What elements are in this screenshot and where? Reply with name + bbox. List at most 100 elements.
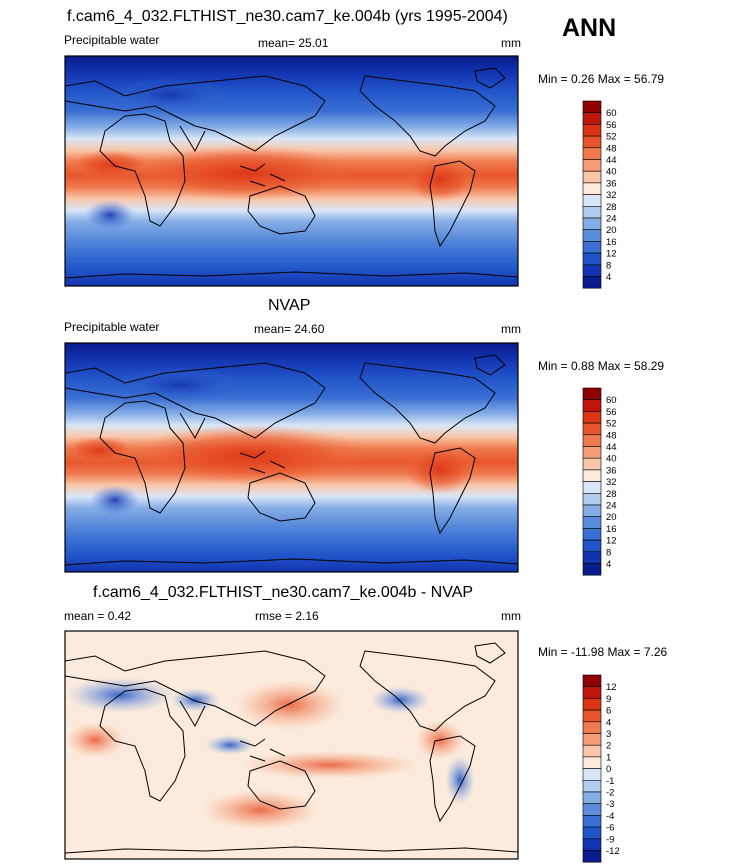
colorbar-2-swatch — [582, 422, 602, 436]
colorbar-3-swatch — [582, 686, 602, 699]
colorbar-2-tick-label: 8 — [606, 547, 611, 558]
panel-1-variable-label: Precipitable water — [64, 33, 160, 47]
panel-3-units-label: mm — [501, 609, 521, 623]
colorbar-2-swatch — [582, 563, 602, 576]
panel-1-minmax-label: Min = 0.26 Max = 56.79 — [538, 72, 665, 86]
colorbar-3-swatch — [582, 850, 602, 863]
colorbar-1-swatch — [582, 252, 602, 266]
colorbar-1-tick-label: 36 — [606, 178, 617, 189]
panel-3-title: f.cam6_4_032.FLTHIST_ne30.cam7_ke.004b -… — [93, 584, 474, 601]
colorbar-3-tick-label: 1 — [606, 752, 611, 763]
colorbar-3-swatch — [582, 826, 602, 840]
colorbar-2-swatch — [582, 492, 602, 506]
colorbar-3-swatch — [582, 744, 602, 758]
panel-2-mean-label: mean= 24.60 — [254, 322, 325, 336]
colorbar-2-tick-label: 52 — [606, 419, 617, 430]
colorbar-2-swatch — [582, 457, 602, 471]
colorbar-3-tick-label: -12 — [606, 846, 620, 857]
colorbar-3-swatch — [582, 768, 602, 781]
panel-1-units-label: mm — [501, 36, 521, 50]
colorbar-3-tick-label: -6 — [606, 823, 614, 834]
colorbar-2-tick-label: 20 — [606, 512, 617, 523]
colorbar-2-swatch — [582, 481, 602, 494]
colorbar-1-tick-label: 12 — [606, 249, 617, 260]
panel-2-units-label: mm — [501, 322, 521, 336]
panel-2-variable-label: Precipitable water — [64, 320, 160, 334]
colorbar-2-tick-label: 28 — [606, 489, 617, 500]
colorbar-2-tick-label: 12 — [606, 536, 617, 547]
colorbar-1-swatch — [582, 276, 602, 289]
colorbar-1-tick-label: 20 — [606, 225, 617, 236]
colorbar-2-swatch — [582, 469, 602, 482]
colorbar-3-swatch — [582, 803, 602, 816]
colorbar-2-tick-label: 4 — [606, 559, 611, 570]
colorbar-1-tick-label: 48 — [606, 143, 617, 154]
colorbar-1-swatch — [582, 264, 602, 277]
colorbar-3-tick-label: 6 — [606, 706, 611, 717]
colorbar-1-swatch — [582, 112, 602, 125]
colorbar-1-tick-label: 40 — [606, 167, 617, 178]
colorbar-1-swatch — [582, 241, 602, 254]
colorbar-2-tick-label: 40 — [606, 454, 617, 465]
colorbar-2-swatch — [582, 551, 602, 564]
colorbar-2-tick-label: 60 — [606, 395, 617, 406]
colorbar-1-swatch — [582, 159, 602, 172]
colorbar-1-swatch — [582, 170, 602, 184]
colorbar-3-swatch — [582, 721, 602, 734]
colorbar-2-tick-label: 36 — [606, 465, 617, 476]
panel-1-frame — [64, 55, 519, 287]
colorbar-3-tick-label: 9 — [606, 694, 611, 705]
colorbar-1-tick-label: 4 — [606, 272, 611, 283]
colorbar-3-swatch — [582, 709, 602, 723]
colorbar-3-tick-label: 3 — [606, 729, 611, 740]
panel-1-mean-label: mean= 25.01 — [258, 36, 329, 50]
colorbar-2-swatch — [582, 528, 602, 541]
colorbar-2-tick-label: 24 — [606, 501, 617, 512]
colorbar-2-tick-label: 48 — [606, 430, 617, 441]
colorbar-1-swatch — [582, 217, 602, 230]
panel-2-title: NVAP — [268, 297, 311, 314]
colorbar-2-swatch — [582, 411, 602, 424]
colorbar-1-swatch — [582, 124, 602, 137]
colorbar-3-tick-label: -2 — [606, 788, 614, 799]
colorbar-1-tick-label: 56 — [606, 120, 617, 131]
colorbar-1-tick-label: 60 — [606, 108, 617, 119]
colorbar-3-tick-label: 0 — [606, 764, 611, 775]
colorbar-2-swatch — [582, 434, 602, 447]
colorbar-2-swatch — [582, 516, 602, 529]
colorbar-1-tick-label: 8 — [606, 260, 611, 271]
colorbar-2-tick-label: 16 — [606, 524, 617, 535]
panel-3-map — [64, 630, 519, 860]
colorbar-3-swatch — [582, 815, 602, 828]
colorbar-2-swatch — [582, 446, 602, 459]
panel-1-map — [64, 55, 519, 287]
panel-1-title: f.cam6_4_032.FLTHIST_ne30.cam7_ke.004b (… — [67, 8, 508, 25]
colorbar-1-tick-label: 44 — [606, 155, 617, 166]
panel-3-rmse-label: rmse = 2.16 — [255, 609, 319, 623]
colorbar-1-tick-label: 52 — [606, 132, 617, 143]
panel-3-frame — [64, 630, 519, 860]
colorbar-1-swatch — [582, 147, 602, 160]
colorbar-3-swatch — [582, 756, 602, 769]
colorbar-3-tick-label: -3 — [606, 799, 614, 810]
colorbar-3-tick-label: 4 — [606, 717, 611, 728]
colorbar-2-tick-label: 44 — [606, 442, 617, 453]
colorbar-1-tick-label: 16 — [606, 237, 617, 248]
colorbar-3-tick-label: -4 — [606, 811, 614, 822]
panel-2-map — [64, 342, 519, 573]
colorbar-2-swatch — [582, 387, 602, 400]
colorbar-2-swatch — [582, 399, 602, 412]
colorbar-1-tick-label: 32 — [606, 190, 617, 201]
colorbar-3-tick-label: -9 — [606, 834, 614, 845]
colorbar-1-swatch — [582, 100, 602, 113]
colorbar-3-tick-label: 12 — [606, 682, 617, 693]
colorbar-1-tick-label: 24 — [606, 214, 617, 225]
colorbar-1-swatch — [582, 194, 602, 207]
panel-2-frame — [64, 342, 519, 573]
colorbar-2-tick-label: 56 — [606, 407, 617, 418]
colorbar-1-swatch — [582, 229, 602, 242]
